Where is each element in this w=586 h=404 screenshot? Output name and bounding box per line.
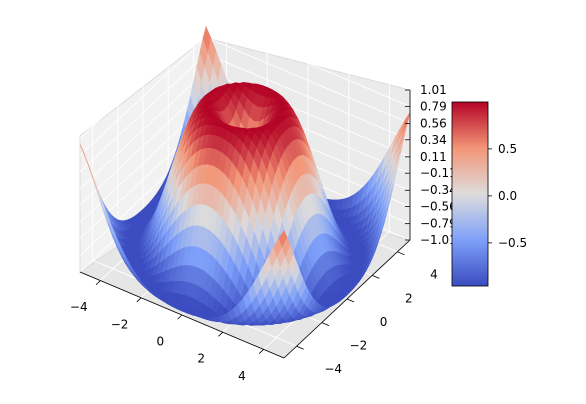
z-tick-label: −0.11 <box>420 166 457 180</box>
z-tick-label: 0.56 <box>420 116 447 130</box>
z-tick-label: 0.79 <box>420 99 447 113</box>
x-tick-label: 4 <box>238 369 246 383</box>
colorbar-tick-label: 0.0 <box>498 189 517 203</box>
z-tick-label: 0.34 <box>420 133 447 147</box>
z-tick-label: −1.01 <box>420 233 457 247</box>
grid-line <box>205 53 411 141</box>
z-tick-label: −0.34 <box>420 183 457 197</box>
y-tick-label: 4 <box>430 268 438 282</box>
x-tick-mark <box>218 331 224 337</box>
y-tick-mark <box>346 298 355 303</box>
x-tick-label: −4 <box>70 300 88 314</box>
surface-mesh <box>79 25 411 326</box>
y-tick-label: 2 <box>405 291 413 305</box>
colorbar-ticks: 0.5 0.0 −0.5 <box>488 142 527 250</box>
grid-line <box>205 19 411 107</box>
grid-line <box>79 20 207 139</box>
grid-line <box>79 86 207 206</box>
grid-line <box>79 37 207 156</box>
x-tick-mark <box>95 280 101 286</box>
x-axis-ticks: −4 −2 0 2 4 <box>70 280 264 383</box>
grid-line <box>79 70 207 190</box>
y-tick-mark <box>296 345 304 350</box>
z-tick-label: 0.11 <box>420 150 447 164</box>
y-tick-label: 0 <box>380 315 388 329</box>
colorbar: 0.5 0.0 −0.5 <box>451 101 527 287</box>
y-tick-mark <box>397 251 405 256</box>
z-tick-label: 1.01 <box>420 83 447 97</box>
z-tick-label: −0.56 <box>420 200 457 214</box>
x-tick-mark <box>136 297 142 303</box>
colorbar-gradient <box>451 101 489 287</box>
x-tick-label: 2 <box>197 352 205 366</box>
x-tick-mark <box>258 349 264 354</box>
x-tick-label: −2 <box>111 317 129 331</box>
x-tick-mark <box>177 314 183 320</box>
y-tick-label: −2 <box>350 339 368 353</box>
grid-line <box>205 3 411 91</box>
y-axis-ticks: −4 −2 0 2 4 <box>296 251 438 376</box>
z-axis-ticks: 1.01 0.79 0.56 0.34 0.11 −0.11 −0.34 −0.56 −0.79… <box>405 83 457 247</box>
colorbar-tick-label: 0.5 <box>498 142 517 156</box>
y-tick-mark <box>372 275 380 279</box>
z-tick-label: −0.79 <box>420 217 457 231</box>
y-tick-mark <box>321 322 330 326</box>
x-tick-label: 0 <box>157 335 165 349</box>
grid-line <box>79 3 207 123</box>
y-tick-label: −4 <box>324 362 342 376</box>
grid-line <box>205 37 411 124</box>
surface-patch <box>278 229 288 248</box>
colorbar-tick-label: −0.5 <box>498 236 527 250</box>
grid-line <box>79 53 207 173</box>
